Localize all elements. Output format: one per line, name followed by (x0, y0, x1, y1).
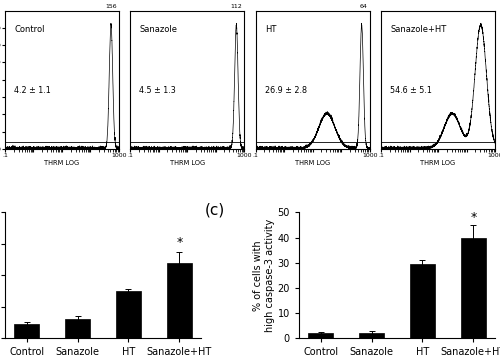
Text: 112: 112 (230, 4, 242, 9)
Bar (359, 333, 384, 338)
Text: 156: 156 (105, 4, 117, 9)
Text: Sanazole: Sanazole (140, 25, 177, 33)
Bar (308, 333, 334, 338)
Bar (14, 324, 40, 338)
Text: Sanazole+HT: Sanazole+HT (390, 25, 446, 33)
X-axis label: THRM LOG: THRM LOG (295, 159, 330, 166)
Text: 54.6 ± 5.1: 54.6 ± 5.1 (390, 87, 432, 95)
Text: 4.2 ± 1.1: 4.2 ± 1.1 (14, 87, 51, 95)
Text: 26.9 ± 2.8: 26.9 ± 2.8 (265, 87, 307, 95)
Text: 64: 64 (360, 4, 368, 9)
Text: Control: Control (14, 25, 44, 33)
Bar (65, 319, 90, 338)
X-axis label: THRM LOG: THRM LOG (420, 159, 456, 166)
Text: HT: HT (265, 25, 276, 33)
Bar (166, 263, 192, 338)
Text: *: * (176, 236, 182, 249)
X-axis label: THRM LOG: THRM LOG (44, 159, 80, 166)
Text: 4.5 ± 1.3: 4.5 ± 1.3 (140, 87, 176, 95)
Text: *: * (470, 211, 476, 224)
Text: (c): (c) (205, 202, 225, 218)
Y-axis label: % of cells with
high caspase-3 activity: % of cells with high caspase-3 activity (253, 219, 275, 332)
Bar (460, 237, 486, 338)
Bar (410, 264, 435, 338)
X-axis label: THRM LOG: THRM LOG (170, 159, 205, 166)
Bar (116, 291, 141, 338)
